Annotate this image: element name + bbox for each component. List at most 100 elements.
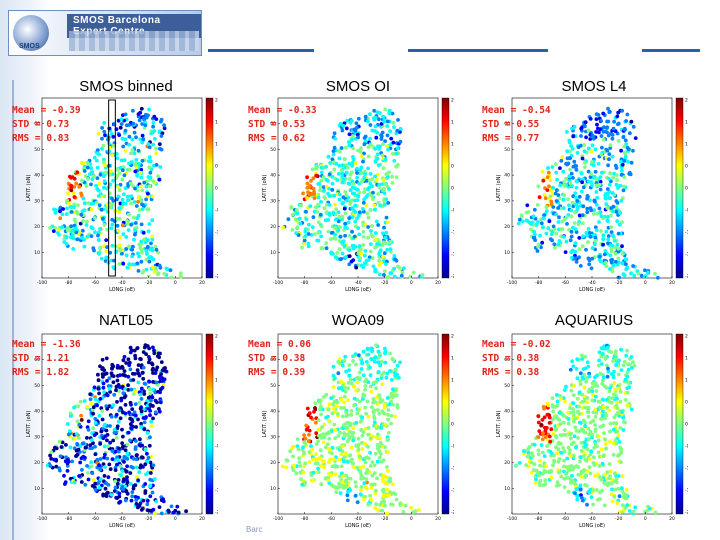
data-point — [318, 212, 323, 217]
colorbar — [441, 97, 450, 279]
data-point — [573, 425, 578, 430]
data-point — [356, 380, 360, 385]
data-point — [538, 463, 542, 468]
data-point — [375, 395, 379, 400]
data-point — [616, 453, 620, 458]
data-point — [382, 499, 386, 504]
data-point — [161, 499, 166, 504]
data-point — [393, 414, 397, 419]
data-point — [585, 447, 590, 452]
colorbar-tick-label: 1 — [451, 378, 454, 384]
data-point — [58, 216, 63, 221]
data-point — [96, 238, 101, 243]
data-point — [352, 396, 357, 401]
data-point — [121, 373, 125, 377]
data-point — [295, 225, 300, 230]
data-point — [557, 410, 562, 415]
data-point — [119, 396, 124, 401]
data-point — [336, 210, 341, 215]
data-point — [136, 363, 141, 367]
data-point — [123, 186, 128, 190]
data-point — [624, 353, 629, 358]
data-point — [594, 117, 599, 121]
header-accent-line-3 — [642, 49, 700, 52]
data-point — [620, 108, 625, 113]
data-point — [363, 134, 368, 139]
data-point — [420, 273, 425, 277]
data-point — [129, 387, 134, 392]
data-point — [573, 491, 577, 496]
data-point — [136, 380, 141, 385]
data-point — [324, 184, 329, 189]
data-point — [552, 242, 557, 247]
data-point — [149, 241, 153, 246]
data-point — [344, 145, 348, 150]
data-point — [386, 412, 390, 417]
data-point — [343, 221, 347, 226]
data-point — [552, 453, 557, 458]
data-point — [383, 349, 388, 354]
data-point — [542, 461, 547, 465]
data-point — [111, 380, 116, 385]
data-point — [595, 122, 599, 127]
data-point — [148, 175, 153, 180]
data-point — [573, 227, 578, 232]
data-point — [389, 421, 393, 426]
data-point — [394, 151, 399, 156]
data-point — [376, 349, 381, 354]
data-point — [598, 490, 602, 495]
data-point — [381, 487, 386, 492]
data-point — [344, 421, 349, 425]
data-point — [384, 215, 389, 220]
data-point — [114, 176, 118, 180]
data-point — [380, 153, 385, 158]
y-tick-label: 10 — [504, 250, 510, 256]
data-point — [139, 508, 144, 512]
data-point — [358, 399, 362, 404]
data-point — [616, 474, 621, 478]
data-point — [370, 460, 375, 465]
data-point — [345, 498, 350, 503]
data-point — [70, 459, 74, 464]
data-point — [148, 391, 153, 396]
data-point — [547, 434, 552, 439]
data-point — [65, 206, 69, 211]
panel-title-smos-oi: SMOS OI — [325, 78, 391, 95]
data-point — [58, 209, 62, 214]
data-point — [571, 134, 576, 139]
data-point — [340, 449, 345, 454]
header-accent-line-1 — [208, 49, 314, 52]
data-point — [313, 205, 318, 209]
data-point — [156, 272, 160, 277]
data-point — [358, 376, 362, 381]
data-point — [124, 489, 129, 494]
data-point — [611, 209, 615, 214]
x-tick-label: -80 — [65, 516, 72, 522]
data-point — [385, 465, 389, 469]
data-point — [593, 383, 598, 388]
data-point — [621, 428, 626, 432]
data-point — [115, 197, 119, 202]
data-point — [318, 407, 322, 412]
data-point — [99, 207, 104, 212]
data-point — [558, 183, 563, 188]
data-point — [529, 227, 533, 232]
data-point — [340, 180, 345, 185]
data-point — [579, 189, 584, 194]
data-point — [383, 107, 388, 112]
data-point — [605, 374, 610, 379]
data-point — [392, 266, 396, 271]
data-point — [120, 384, 125, 389]
data-point — [564, 472, 568, 476]
data-point — [56, 230, 60, 235]
data-point — [556, 220, 561, 224]
data-point — [374, 488, 378, 493]
x-tick-label: -80 — [535, 280, 542, 286]
data-point — [358, 356, 363, 360]
y-tick-label: 30 — [270, 198, 276, 204]
data-point — [390, 393, 395, 398]
data-point — [75, 419, 80, 424]
data-point — [125, 480, 130, 485]
data-point — [520, 219, 525, 224]
data-point — [93, 420, 98, 425]
